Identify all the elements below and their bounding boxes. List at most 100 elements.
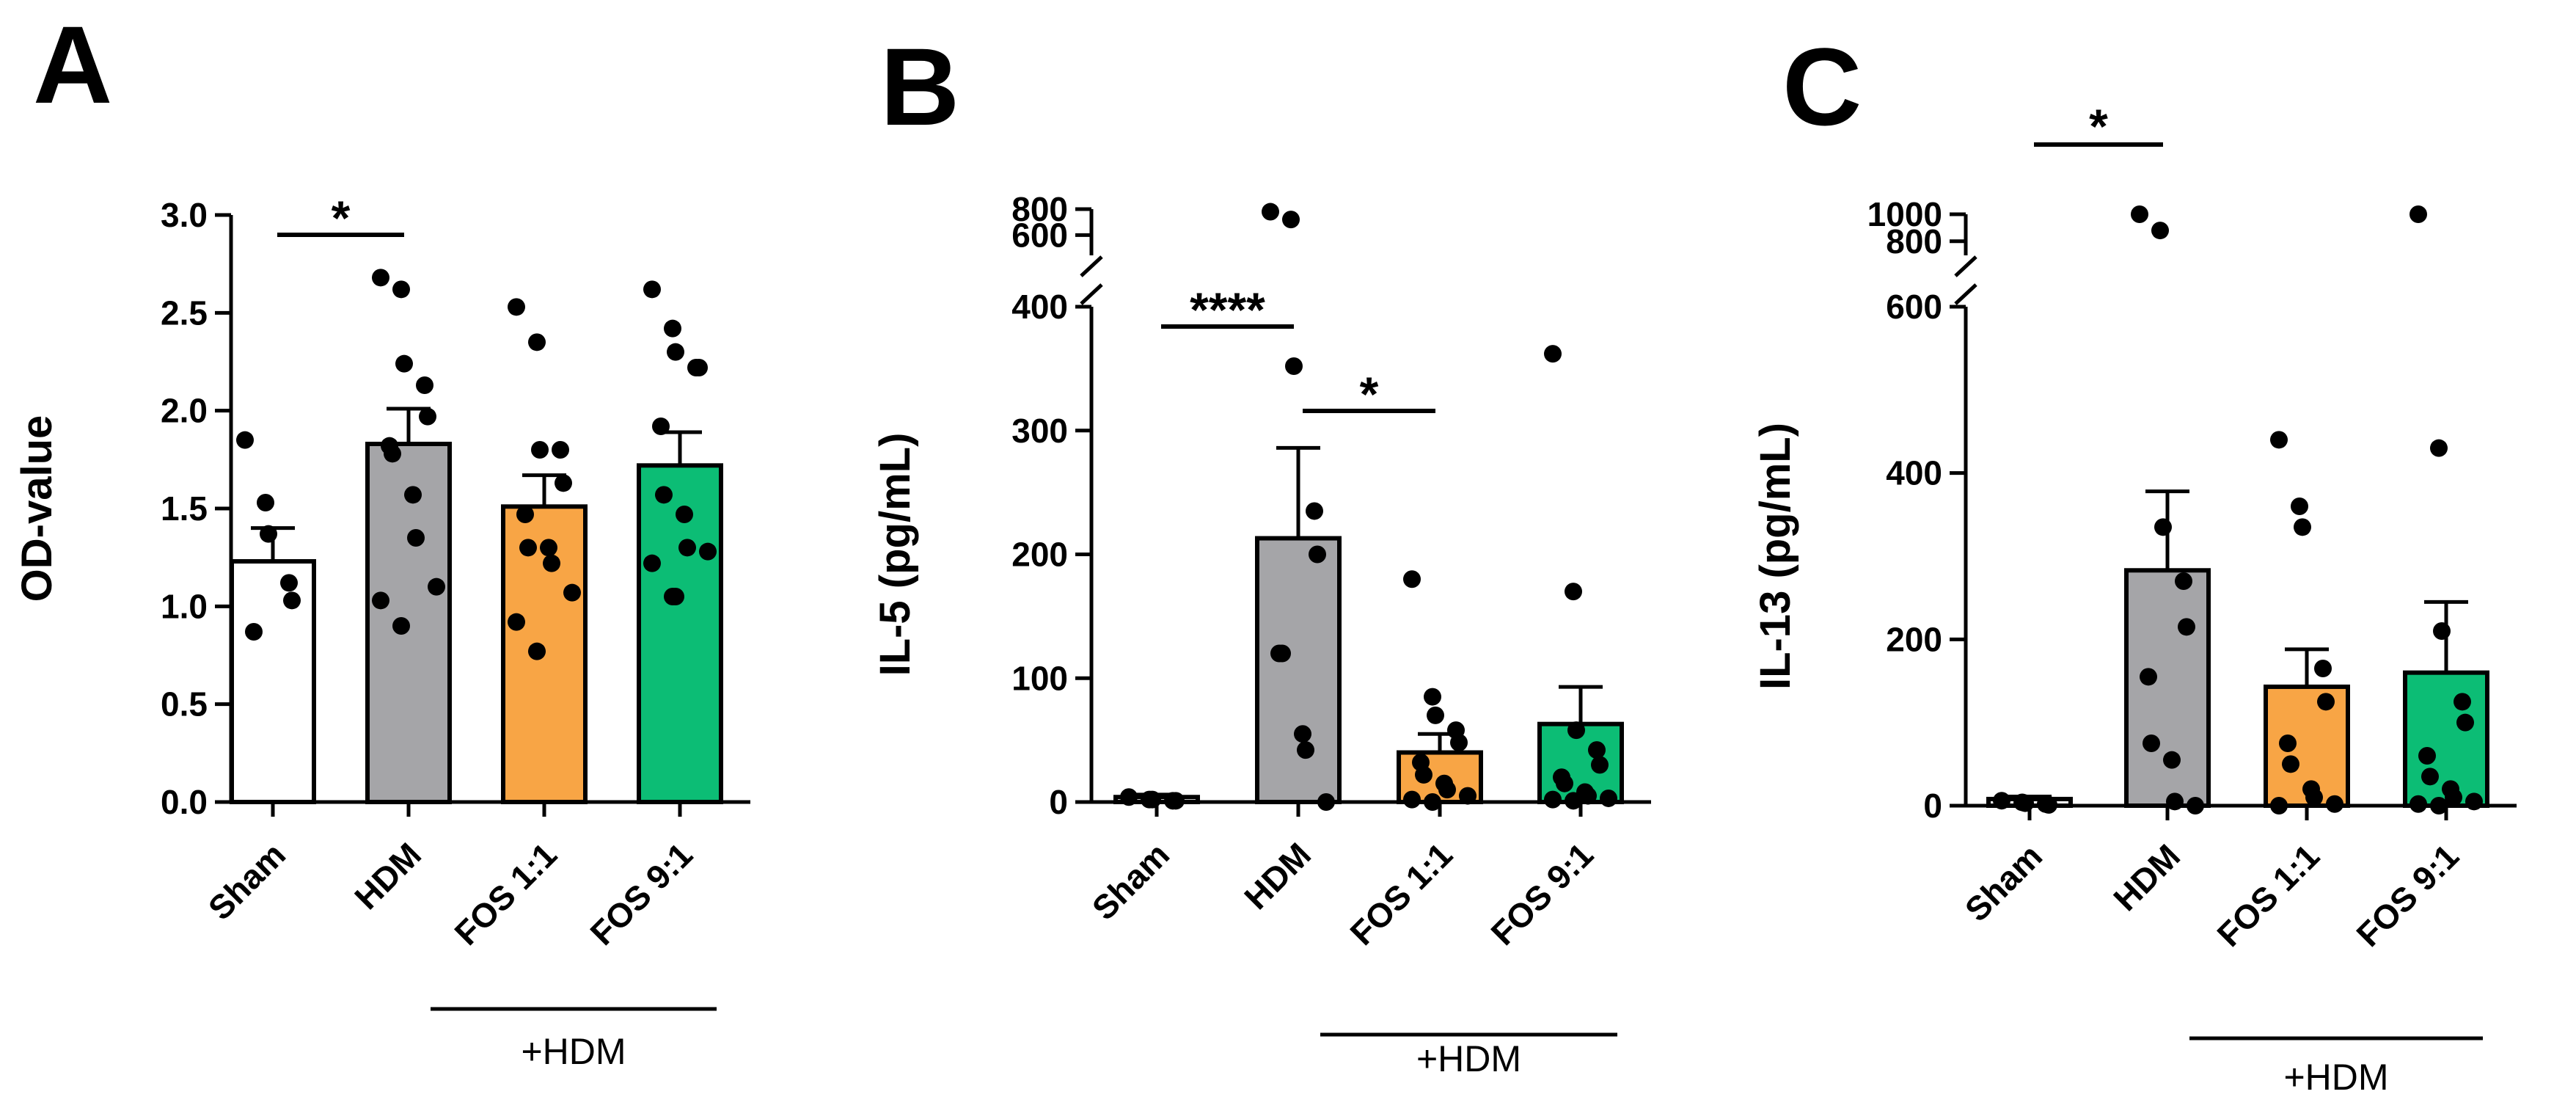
panel-letter: C bbox=[1782, 25, 1862, 148]
data-point bbox=[2163, 751, 2181, 769]
y-tick-label: 2.0 bbox=[161, 392, 208, 430]
data-point bbox=[1282, 211, 1300, 229]
data-point bbox=[1427, 706, 1444, 724]
data-point bbox=[2421, 768, 2439, 786]
axis-break-mark bbox=[1080, 255, 1103, 277]
data-point bbox=[1285, 357, 1303, 375]
data-point bbox=[1424, 688, 1441, 706]
data-point bbox=[1144, 790, 1161, 809]
data-point bbox=[1565, 792, 1582, 810]
x-tick-label: Sham bbox=[1085, 835, 1177, 927]
y-tick-label: 600 bbox=[1886, 288, 1942, 326]
y-tick-label: 800 bbox=[1011, 190, 1068, 228]
data-point bbox=[236, 431, 254, 449]
y-tick-label: 0.0 bbox=[161, 783, 208, 821]
significance-label: * bbox=[332, 191, 351, 245]
data-point bbox=[690, 359, 708, 376]
data-point bbox=[516, 506, 534, 523]
data-point bbox=[1544, 790, 1562, 809]
data-point bbox=[1309, 545, 1326, 564]
data-point bbox=[678, 539, 696, 557]
data-point bbox=[372, 269, 389, 287]
data-point bbox=[1565, 583, 1582, 601]
data-point bbox=[531, 441, 549, 459]
data-point bbox=[1297, 741, 1314, 759]
data-point bbox=[245, 623, 263, 641]
data-point bbox=[2151, 222, 2169, 240]
y-axis-title: OD-value bbox=[13, 415, 61, 602]
data-point bbox=[1567, 721, 1585, 740]
data-point bbox=[1273, 644, 1291, 663]
data-point bbox=[667, 588, 684, 605]
data-point bbox=[407, 529, 425, 547]
x-tick-label: Sham bbox=[201, 835, 293, 927]
data-point bbox=[1600, 789, 1617, 807]
data-point bbox=[392, 617, 410, 635]
data-point bbox=[1438, 781, 1456, 799]
data-point bbox=[1306, 502, 1323, 520]
x-tick-label: FOS 9:1 bbox=[1483, 835, 1600, 952]
data-point bbox=[2143, 735, 2160, 752]
data-point bbox=[392, 280, 410, 299]
data-point bbox=[404, 486, 422, 504]
data-point bbox=[655, 486, 673, 504]
y-tick-label: 0 bbox=[1049, 783, 1068, 821]
data-point bbox=[2465, 792, 2483, 811]
y-tick-label: 600 bbox=[1011, 216, 1068, 254]
data-point bbox=[1544, 345, 1562, 363]
data-point bbox=[416, 376, 433, 394]
x-tick-label: Sham bbox=[1958, 837, 2049, 928]
data-point bbox=[283, 591, 301, 610]
data-point bbox=[1403, 570, 1421, 588]
panel-letter: B bbox=[880, 25, 959, 148]
data-point bbox=[2178, 618, 2195, 636]
data-point bbox=[2131, 205, 2148, 223]
data-point bbox=[2430, 797, 2448, 814]
y-tick-label: 800 bbox=[1886, 222, 1942, 260]
data-point bbox=[1588, 741, 1606, 759]
data-point bbox=[2445, 788, 2462, 806]
data-point bbox=[667, 343, 684, 361]
y-tick-label: 1.5 bbox=[161, 489, 208, 528]
data-point bbox=[2279, 735, 2297, 752]
axis-break-mark bbox=[1954, 283, 1977, 305]
data-point bbox=[552, 441, 569, 459]
y-tick-label: 2.5 bbox=[161, 294, 208, 332]
data-point bbox=[2294, 518, 2311, 536]
data-point bbox=[2270, 797, 2288, 814]
data-point bbox=[676, 506, 693, 523]
y-tick-label: 0.5 bbox=[161, 685, 208, 724]
data-point bbox=[2291, 497, 2308, 515]
data-point bbox=[1579, 787, 1597, 805]
data-point bbox=[428, 577, 445, 596]
data-point bbox=[699, 542, 717, 561]
significance-label: * bbox=[2089, 99, 2108, 153]
data-point bbox=[664, 319, 681, 338]
x-tick-label: FOS 9:1 bbox=[582, 835, 700, 952]
data-point bbox=[1415, 765, 1432, 784]
data-point bbox=[2187, 797, 2204, 814]
data-point bbox=[1262, 203, 1279, 221]
data-point bbox=[2454, 693, 2471, 711]
bar-hdm bbox=[2124, 568, 2211, 808]
data-point bbox=[1450, 734, 1468, 751]
data-point bbox=[384, 445, 401, 463]
data-point bbox=[643, 554, 661, 572]
data-point bbox=[519, 539, 537, 557]
data-point bbox=[555, 474, 572, 492]
data-point bbox=[1317, 793, 1335, 811]
data-point bbox=[643, 280, 661, 299]
x-tick-label: HDM bbox=[347, 835, 428, 916]
data-point bbox=[372, 591, 389, 610]
data-point bbox=[2326, 795, 2343, 813]
bar-sham bbox=[230, 559, 316, 804]
significance-label: * bbox=[1360, 367, 1379, 421]
y-tick-label: 3.0 bbox=[161, 196, 208, 234]
y-tick-label: 200 bbox=[1011, 536, 1068, 574]
data-point bbox=[2409, 795, 2427, 813]
data-point bbox=[540, 539, 557, 557]
data-point bbox=[1294, 725, 1311, 743]
data-point bbox=[2282, 755, 2299, 773]
